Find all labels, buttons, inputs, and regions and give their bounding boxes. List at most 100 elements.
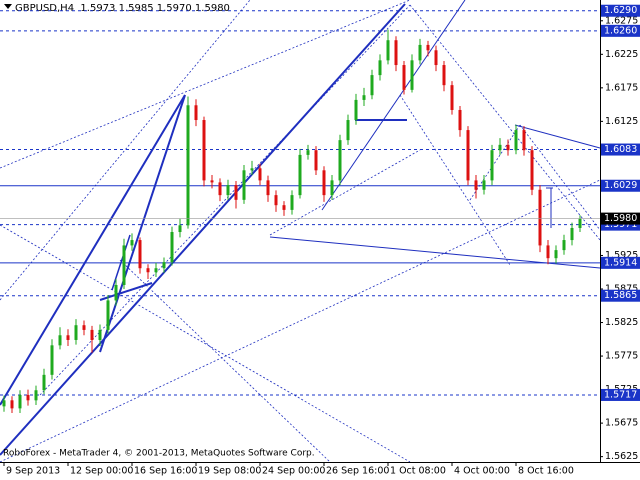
level-label-box: [601, 256, 640, 269]
candle-body: [2, 400, 6, 407]
candle-body: [226, 185, 230, 196]
x-tick-label: 16 Sep 16:00: [134, 466, 197, 477]
candle-body: [122, 245, 126, 285]
trend-line: [99, 282, 153, 301]
y-tick-label: 1.5925: [605, 250, 638, 261]
x-tick-label: 12 Sep 00:00: [70, 466, 133, 477]
last-price-box: [601, 212, 640, 225]
candle-body: [242, 170, 246, 200]
candle-body: [546, 245, 550, 259]
candle-body: [186, 105, 190, 226]
footer: RoboForex - MetaTrader 4, © 2001-2013, M…: [3, 449, 315, 459]
y-tick-label: 1.5775: [605, 351, 638, 362]
y-tick-label: 1.5675: [605, 418, 638, 429]
candle-body: [562, 240, 566, 251]
candle-body: [58, 335, 62, 346]
candle-body: [50, 345, 54, 375]
chart-title: GBPUSD,H4 1.5973 1.5985 1.5970 1.5980: [15, 3, 230, 14]
candle-body: [338, 140, 342, 181]
trend-lines: [0, 0, 601, 463]
level-label-box: [601, 289, 640, 302]
candle-body: [66, 335, 70, 340]
trend-line: [0, 94, 186, 406]
candle-body: [26, 394, 30, 401]
candle-body: [34, 390, 38, 401]
candle-body: [290, 195, 294, 210]
trend-line-dashed: [399, 94, 511, 266]
candle-body: [298, 154, 302, 196]
candle-body: [506, 144, 510, 151]
candle-body: [10, 400, 14, 409]
level-label: 1.5865: [604, 290, 637, 301]
level-label: 1.5914: [604, 257, 637, 268]
candle-body: [498, 144, 502, 151]
trend-line-dashed: [0, 179, 601, 463]
candle-body: [330, 180, 334, 196]
candle-body: [234, 185, 238, 200]
level-label: 1.6290: [604, 5, 637, 16]
candle-body: [570, 227, 574, 241]
candle-body: [114, 284, 118, 301]
candle-body: [170, 232, 174, 263]
candle-body: [130, 240, 134, 246]
candle-body: [218, 182, 222, 196]
y-tick-label: 1.6175: [605, 82, 638, 93]
candle-body: [418, 44, 422, 61]
trend-line-dashed: [469, 124, 521, 201]
candle-body: [74, 325, 78, 340]
trend-line-dashed: [0, 0, 411, 169]
candle-body: [258, 168, 262, 181]
candle-body: [554, 250, 558, 259]
candle-body: [394, 40, 398, 66]
candle-body: [426, 44, 430, 51]
candle-body: [98, 329, 102, 340]
candle-body: [178, 225, 182, 233]
level-label: 1.5971: [604, 219, 637, 230]
y-tick-label: 1.5625: [605, 451, 638, 462]
candle-body: [578, 218, 582, 228]
candle-body: [482, 180, 486, 190]
candle-body: [538, 189, 542, 246]
level-label-box: [601, 143, 640, 156]
level-label: 1.5717: [604, 389, 637, 400]
x-tick-label: 24 Sep 00:00: [262, 466, 325, 477]
x-tick-label: 8 Oct 16:00: [518, 466, 574, 477]
candle-body: [82, 325, 86, 330]
candle-body: [162, 262, 166, 269]
y-tick-label: 1.5825: [605, 317, 638, 328]
level-label-box: [601, 388, 640, 401]
candle-body: [42, 374, 46, 391]
candle-body: [354, 99, 358, 121]
candle-body: [474, 180, 478, 190]
candle-body: [202, 120, 206, 181]
trend-line-dashed: [39, 4, 411, 396]
candle-body: [106, 300, 110, 330]
candle-body: [322, 170, 326, 196]
candle-body: [466, 130, 470, 181]
x-tick-label: 1 Oct 08:00: [390, 466, 446, 477]
candle-body: [250, 168, 254, 171]
trend-line: [99, 94, 186, 353]
y-tick-label: 1.6125: [605, 116, 638, 127]
candle-body: [306, 150, 310, 155]
y-tick-label: 1.6225: [605, 49, 638, 60]
candle-body: [346, 120, 350, 141]
candle-body: [138, 240, 142, 269]
level-label: 1.6083: [604, 144, 637, 155]
level-label: 1.6029: [604, 180, 637, 191]
trend-line-dashed: [0, 224, 411, 463]
candle-body: [386, 40, 390, 61]
candle-body: [450, 85, 454, 110]
level-label-box: [601, 179, 640, 192]
candle-body: [210, 180, 214, 183]
trend-line-dashed: [269, 149, 421, 236]
candle-body: [314, 150, 318, 171]
trend-line: [321, 0, 466, 211]
candle-body: [370, 75, 374, 96]
candle-body: [378, 60, 382, 76]
trend-line-dashed: [119, 259, 331, 463]
candle-body: [410, 60, 414, 90]
x-tick-label: 9 Sep 2013: [6, 466, 60, 477]
candle-body: [530, 150, 534, 190]
